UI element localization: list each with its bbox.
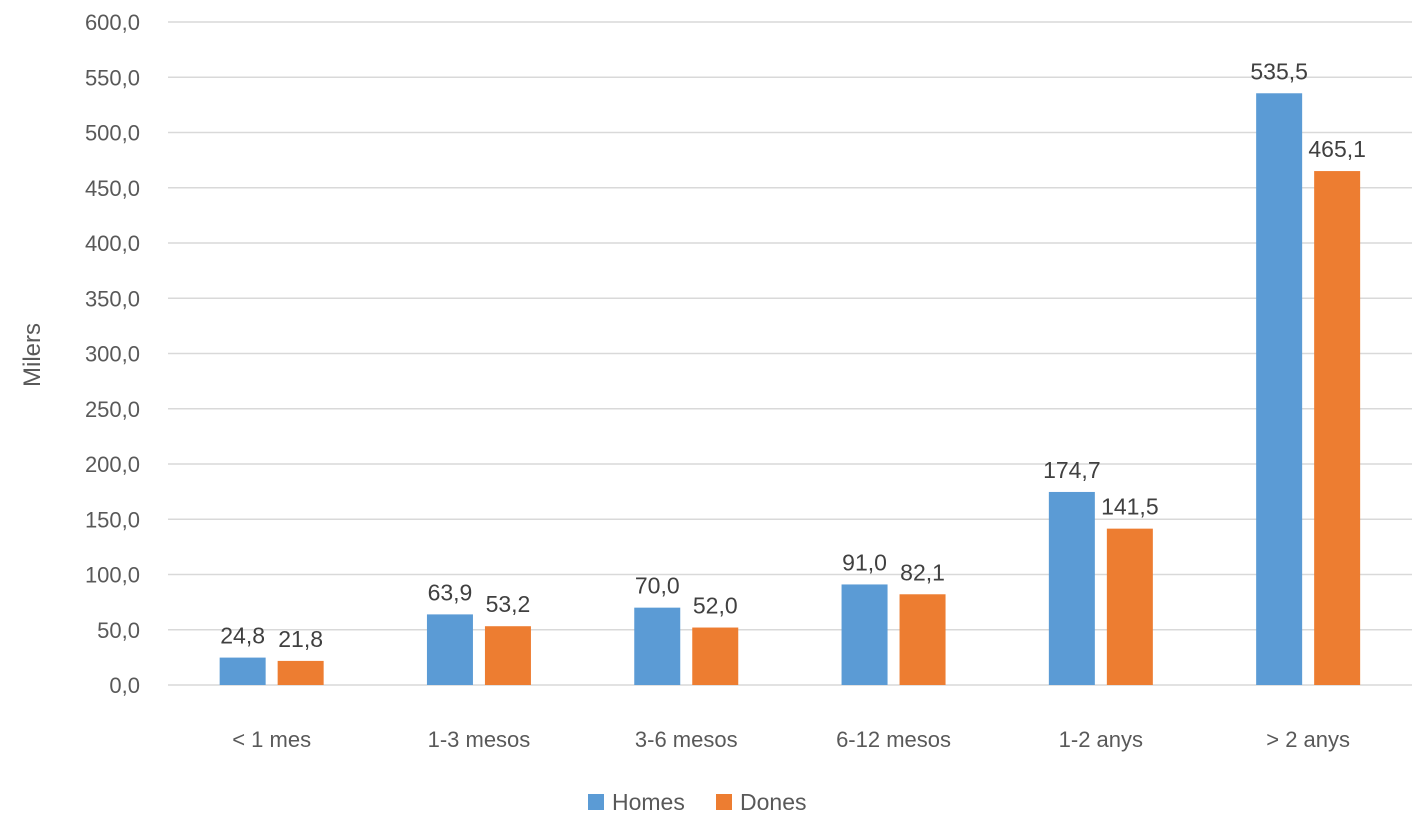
data-label-homes-5: 535,5 <box>1250 58 1308 84</box>
y-axis-tick-labels: 0,0 50,0 100,0 150,0 200,0 250,0 300,0 350,0 400… <box>85 10 140 698</box>
y-tick-label: 200,0 <box>85 452 140 477</box>
data-label-dones-3: 82,1 <box>900 559 945 585</box>
bars <box>219 93 1361 685</box>
x-axis-category-labels: < 1 mes 1-3 mesos 3-6 mesos 6-12 mesos 1-2 a… <box>232 727 1350 752</box>
bar-dones-3 <box>899 594 946 685</box>
y-tick-label: 250,0 <box>85 397 140 422</box>
x-category-label: 1-2 anys <box>1059 727 1143 752</box>
y-tick-label: 150,0 <box>85 507 140 532</box>
bar-homes-5 <box>1256 93 1303 685</box>
data-label-dones-0: 21,8 <box>278 626 323 652</box>
y-tick-label: 550,0 <box>85 65 140 90</box>
y-tick-label: 600,0 <box>85 10 140 35</box>
data-label-dones-2: 52,0 <box>693 593 738 619</box>
data-label-homes-0: 24,8 <box>220 623 265 649</box>
data-label-homes-4: 174,7 <box>1043 457 1101 483</box>
y-tick-label: 350,0 <box>85 286 140 311</box>
x-category-label: 1-3 mesos <box>428 727 531 752</box>
y-tick-label: 100,0 <box>85 563 140 588</box>
legend-label-homes: Homes <box>612 789 685 815</box>
bar-homes-3 <box>841 584 888 685</box>
y-tick-label: 0,0 <box>109 673 140 698</box>
data-label-homes-2: 70,0 <box>635 573 680 599</box>
bar-homes-0 <box>219 657 266 685</box>
y-tick-label: 500,0 <box>85 121 140 146</box>
bar-dones-4 <box>1106 528 1153 685</box>
x-category-label: < 1 mes <box>232 727 311 752</box>
bar-dones-2 <box>692 627 739 685</box>
x-category-label: 6-12 mesos <box>836 727 951 752</box>
bar-homes-4 <box>1048 491 1095 685</box>
bar-homes-2 <box>634 607 681 685</box>
y-tick-label: 300,0 <box>85 342 140 367</box>
data-label-dones-1: 53,2 <box>486 591 531 617</box>
y-tick-label: 50,0 <box>97 618 140 643</box>
legend: Homes Dones <box>588 789 806 815</box>
bar-dones-1 <box>484 626 531 685</box>
legend-swatch-dones <box>716 794 732 810</box>
bar-dones-0 <box>277 660 324 685</box>
legend-label-dones: Dones <box>740 789 806 815</box>
y-axis-title: Milers <box>19 323 46 387</box>
legend-swatch-homes <box>588 794 604 810</box>
data-label-dones-4: 141,5 <box>1101 494 1159 520</box>
data-labels: 24,8 21,8 63,9 53,2 70,0 52,0 91,0 82,1 174,7141… <box>220 58 1366 652</box>
bar-dones-5 <box>1314 171 1361 685</box>
data-label-homes-1: 63,9 <box>428 579 473 605</box>
data-label-homes-3: 91,0 <box>842 549 887 575</box>
y-tick-label: 400,0 <box>85 231 140 256</box>
gridlines <box>168 21 1412 686</box>
bar-homes-1 <box>426 614 473 685</box>
y-tick-label: 450,0 <box>85 176 140 201</box>
x-category-label: > 2 anys <box>1266 727 1350 752</box>
data-label-dones-5: 465,1 <box>1308 136 1366 162</box>
x-category-label: 3-6 mesos <box>635 727 738 752</box>
